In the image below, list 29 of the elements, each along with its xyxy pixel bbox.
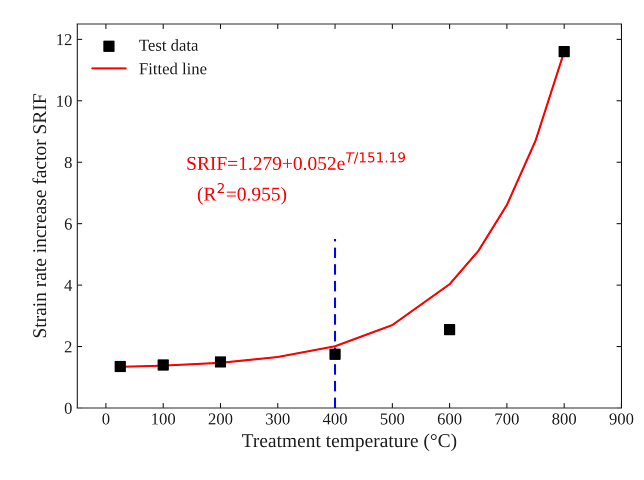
point: [158, 359, 169, 371]
x-tick-label: 200: [208, 413, 232, 425]
point: [444, 324, 456, 336]
y-tick-label: 12: [57, 34, 72, 46]
x-axis-title: Treatment temperature (°C): [242, 434, 456, 452]
x-tick-label: 600: [438, 413, 462, 425]
legend-label: Fitted line: [139, 62, 206, 74]
y-tick-label: 10: [57, 96, 72, 107]
point: [114, 360, 126, 372]
x-tick-label: 500: [380, 413, 404, 425]
point: [558, 46, 570, 58]
y-tick-label: 0: [64, 402, 72, 414]
x-tick-label: 900: [609, 413, 634, 425]
x-tick-label: 0: [102, 413, 110, 425]
annotation: SRIF=1.279+0.052e$^{T/151.19}$: [187, 152, 406, 170]
x-tick-label: 700: [495, 413, 519, 425]
legend-label: Test data: [139, 39, 198, 51]
x-tick-label: 800: [552, 413, 576, 425]
y-tick-label: 2: [64, 341, 72, 352]
y-tick-label: 8: [64, 156, 72, 168]
y-tick-label: 4: [64, 280, 72, 291]
y-axis-title: Strain rate increase factor SRIF: [32, 94, 46, 338]
point: [214, 356, 226, 368]
point: [329, 348, 341, 360]
y-tick-label: 6: [64, 218, 72, 230]
x-tick-label: 400: [322, 413, 347, 425]
x-tick-label: 100: [152, 413, 176, 425]
x-tick-label: 300: [266, 413, 290, 425]
annotation: (R$^{2}$=0.955): [198, 182, 286, 205]
